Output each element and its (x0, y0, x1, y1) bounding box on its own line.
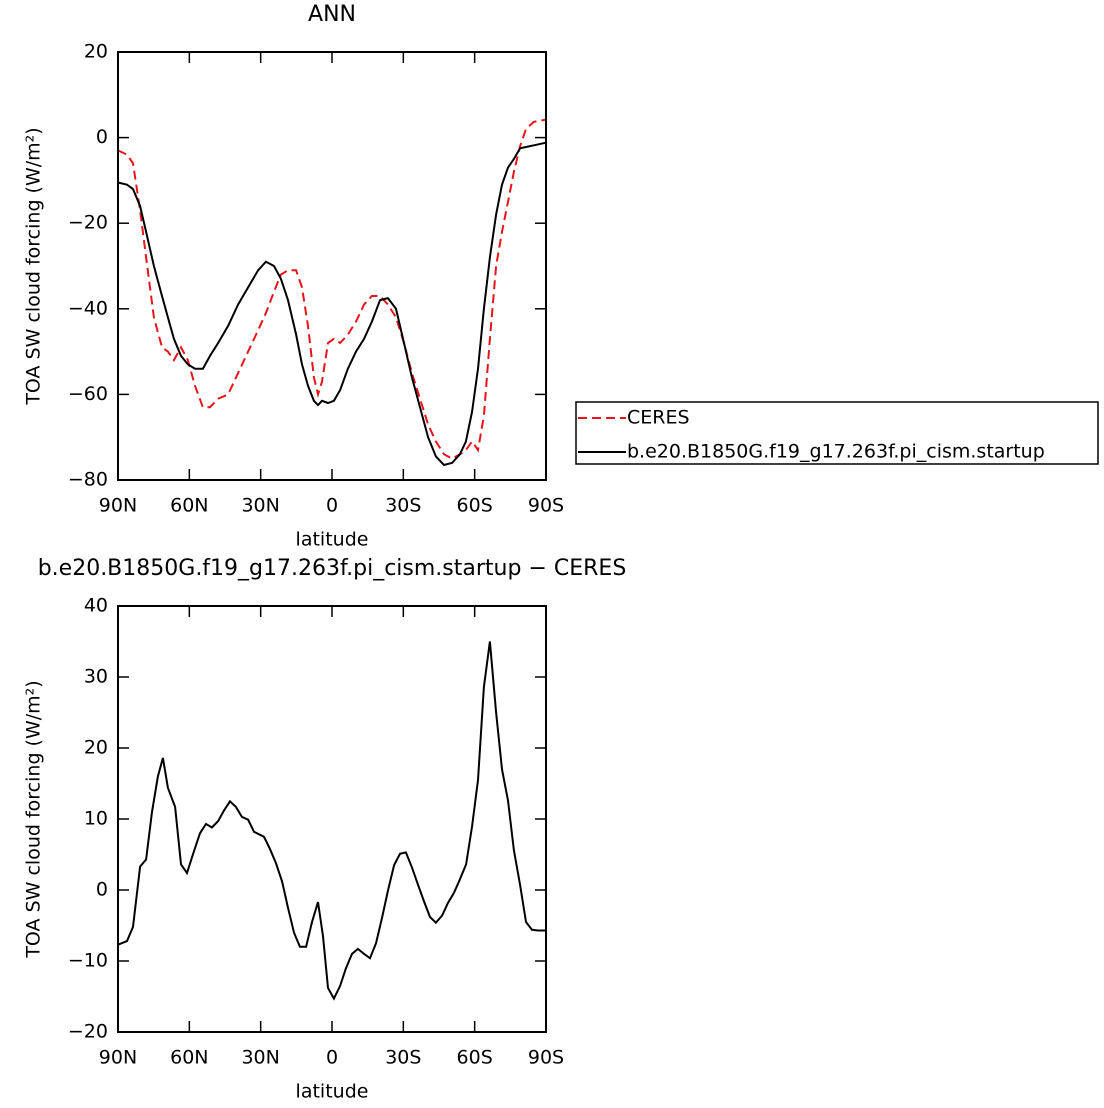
plot-frame (117, 605, 547, 1033)
data-line (117, 118, 547, 460)
y-tick-label: −20 (68, 1021, 108, 1043)
legend-label: b.e20.B1850G.f19_g17.263f.pi_cism.startu… (627, 441, 1045, 463)
x-tick-label: 60S (457, 1047, 493, 1069)
legend-box (575, 401, 1099, 465)
x-tick-label: 30S (385, 495, 421, 517)
y-tick-label: −80 (68, 469, 108, 491)
chart-title: ANN (308, 2, 356, 27)
x-tick-label: 90S (528, 495, 564, 517)
legend: CERES b.e20.B1850G.f19_g17.263f.pi_cism.s… (575, 401, 1099, 465)
y-tick-label: 30 (84, 666, 108, 688)
x-tick-label: 60S (457, 495, 493, 517)
x-tick-label: 0 (326, 1047, 338, 1069)
plot-frame (117, 51, 547, 481)
y-tick-label: 0 (96, 879, 108, 901)
x-axis-label: latitude (296, 1081, 369, 1103)
chart-title: b.e20.B1850G.f19_g17.263f.pi_cism.startu… (38, 556, 627, 581)
legend-label: CERES (627, 407, 690, 429)
x-axis-label: latitude (296, 529, 369, 551)
y-tick-label: 40 (84, 595, 108, 617)
y-tick-label: 10 (84, 808, 108, 830)
x-tick-label: 30N (241, 495, 279, 517)
x-tick-label: 0 (326, 495, 338, 517)
y-tick-label: 0 (96, 126, 108, 148)
y-tick-label: −60 (68, 383, 108, 405)
y-tick-label: −10 (68, 950, 108, 972)
y-axis-label: TOA SW cloud forcing (W/m²) (23, 127, 45, 405)
y-axis-label: TOA SW cloud forcing (W/m²) (23, 680, 45, 958)
x-tick-label: 30S (385, 1047, 421, 1069)
x-tick-label: 90N (99, 495, 137, 517)
data-line (117, 141, 547, 467)
y-tick-label: 20 (84, 737, 108, 759)
x-tick-label: 30N (241, 1047, 279, 1069)
x-tick-label: 90N (99, 1047, 137, 1069)
y-tick-label: −20 (68, 212, 108, 234)
x-tick-label: 90S (528, 1047, 564, 1069)
x-tick-label: 60N (170, 495, 208, 517)
x-tick-label: 60N (170, 1047, 208, 1069)
y-tick-label: 20 (84, 41, 108, 63)
data-line (117, 641, 546, 1001)
y-tick-label: −40 (68, 297, 108, 319)
